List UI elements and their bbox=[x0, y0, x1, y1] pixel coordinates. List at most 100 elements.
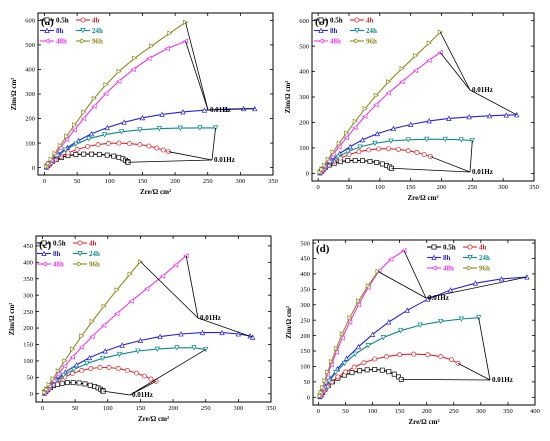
legend-marker bbox=[318, 27, 324, 33]
data-point bbox=[372, 140, 378, 147]
x-tick-label: 50 bbox=[342, 408, 349, 415]
data-point bbox=[333, 345, 340, 352]
y-tick-label: 0 bbox=[32, 165, 35, 172]
annotation-leader bbox=[391, 167, 471, 173]
data-point bbox=[116, 351, 123, 358]
data-point bbox=[114, 310, 120, 317]
data-point bbox=[425, 296, 431, 302]
data-point bbox=[326, 378, 332, 385]
data-point bbox=[386, 146, 391, 152]
data-point bbox=[367, 158, 373, 164]
data-point bbox=[356, 149, 362, 155]
data-point bbox=[356, 298, 362, 304]
data-point bbox=[174, 345, 180, 351]
x-tick-label: 400 bbox=[530, 408, 540, 415]
data-point bbox=[159, 273, 166, 279]
data-point bbox=[157, 333, 163, 340]
series-96h bbox=[317, 268, 381, 399]
data-point bbox=[388, 256, 394, 262]
data-point bbox=[325, 369, 331, 375]
data-point bbox=[498, 275, 505, 282]
data-point bbox=[398, 328, 404, 334]
series-96h bbox=[44, 19, 189, 170]
legend-label: 24h bbox=[92, 27, 103, 35]
data-point bbox=[128, 298, 134, 304]
series-line-96h bbox=[319, 31, 441, 173]
panel-c: 0 50 100 150 200 250 300 350 0 50 100 150 200 250 300 3… bbox=[8, 235, 276, 423]
data-point bbox=[355, 302, 361, 308]
data-point bbox=[119, 342, 125, 348]
legend-marker bbox=[44, 38, 50, 44]
x-tick-label: 0 bbox=[41, 405, 44, 412]
legend-entry-8h: 8h bbox=[37, 250, 61, 258]
data-point bbox=[116, 140, 122, 146]
data-point bbox=[333, 370, 339, 376]
legend-entry-8h: 8h bbox=[427, 254, 451, 262]
series-line-48h bbox=[319, 250, 405, 397]
data-point bbox=[359, 136, 366, 143]
data-point bbox=[362, 106, 368, 112]
y-tick-label: 400 bbox=[299, 69, 309, 76]
data-point bbox=[486, 112, 493, 119]
data-point bbox=[379, 161, 385, 167]
data-point bbox=[144, 285, 150, 292]
data-point bbox=[404, 307, 410, 313]
legend-marker bbox=[77, 251, 83, 257]
data-point bbox=[235, 331, 242, 337]
data-point bbox=[81, 151, 87, 157]
annotation-label: 0.01Hz bbox=[492, 376, 513, 384]
data-point bbox=[148, 376, 154, 382]
y-tick-label: 200 bbox=[299, 120, 309, 127]
x-tick-label: 300 bbox=[498, 184, 508, 191]
legend-label: 96h bbox=[89, 261, 100, 269]
data-point bbox=[164, 45, 170, 52]
y-tick-label: 200 bbox=[25, 116, 35, 123]
legend-marker bbox=[354, 28, 360, 34]
data-point bbox=[343, 369, 348, 375]
data-point bbox=[62, 147, 69, 153]
data-point bbox=[80, 115, 87, 122]
data-point bbox=[70, 370, 76, 376]
annotation-leader bbox=[425, 276, 527, 299]
plot-frame bbox=[35, 235, 272, 403]
annotation-0-01hz: 0.01Hz bbox=[128, 127, 235, 164]
annotation-leader bbox=[401, 379, 491, 381]
legend-marker bbox=[467, 255, 473, 261]
x-tick-label: 0 bbox=[317, 408, 320, 415]
data-point bbox=[71, 367, 77, 373]
data-point bbox=[386, 79, 392, 85]
x-tick-label: 100 bbox=[105, 178, 115, 185]
data-point bbox=[81, 109, 87, 115]
data-point bbox=[141, 373, 147, 379]
data-point bbox=[149, 43, 155, 49]
legend-entry-8h: 8h bbox=[40, 27, 64, 35]
annotation-leader bbox=[103, 390, 131, 396]
data-point bbox=[121, 119, 127, 125]
data-point bbox=[154, 145, 160, 151]
data-point bbox=[351, 364, 357, 370]
data-point bbox=[137, 142, 143, 148]
data-point bbox=[86, 136, 92, 142]
x-axis-title: Zre/Ω cm² bbox=[408, 418, 439, 426]
legend-label: 0.5h bbox=[443, 244, 456, 252]
data-point bbox=[341, 360, 348, 367]
data-point bbox=[414, 150, 420, 155]
legend-marker bbox=[318, 17, 324, 23]
data-point bbox=[64, 380, 70, 386]
data-point bbox=[116, 68, 122, 75]
data-point bbox=[73, 141, 79, 147]
x-tick-label: 150 bbox=[136, 405, 146, 412]
annotation-0-01hz: 0.01Hz bbox=[377, 250, 527, 302]
data-point bbox=[156, 126, 163, 132]
annotation-label: 0.01Hz bbox=[428, 294, 449, 302]
data-point bbox=[395, 146, 401, 152]
data-point bbox=[321, 162, 328, 168]
y-tick-label: 200 bbox=[300, 333, 310, 340]
data-point bbox=[347, 315, 353, 321]
annotation-0-01hz: 0.01Hz bbox=[439, 31, 517, 116]
data-point bbox=[124, 367, 130, 373]
data-point bbox=[159, 111, 165, 117]
series-96h bbox=[317, 29, 444, 175]
data-point bbox=[69, 354, 76, 360]
